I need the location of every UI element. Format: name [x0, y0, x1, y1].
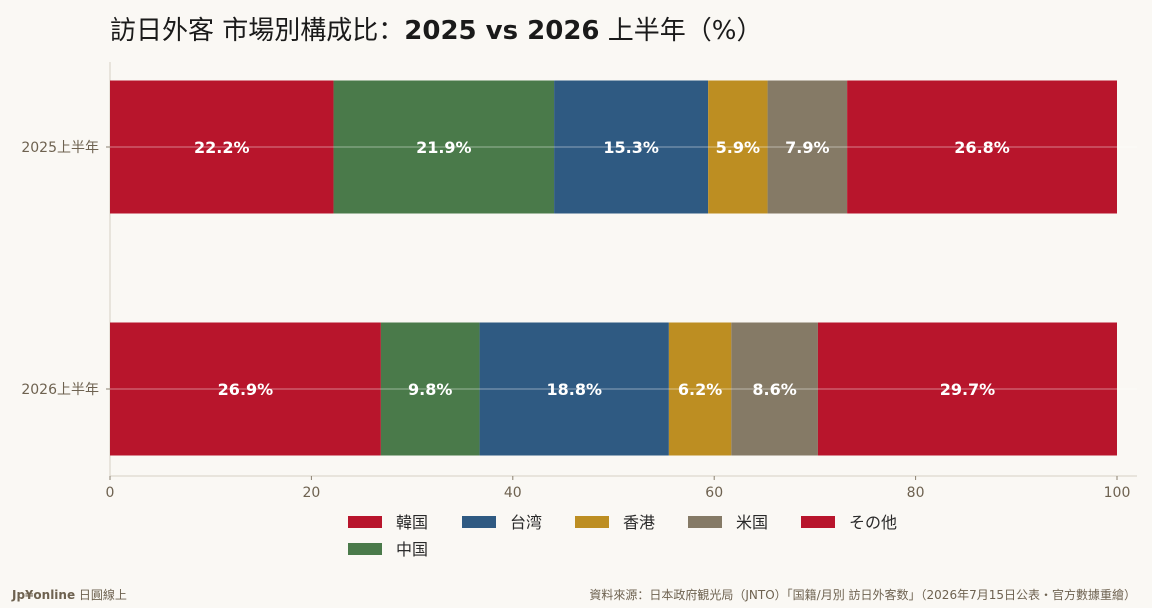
x-tick-label: 60 [705, 485, 723, 501]
legend-label: 香港 [623, 513, 655, 532]
legend-label: 台湾 [510, 513, 542, 532]
stacked-bar-chart: 22.2% 21.9% 15.3% 5.9% 7.9% 26.8% 2025上半年 26.9%… [21, 62, 1137, 559]
legend-swatch [688, 516, 722, 528]
source-note: 資料來源：日本政府観光局（JNTO）「国籍/月別 訪日外客数」（2026年7月1… [589, 588, 1136, 602]
data-label: 22.2% [194, 138, 250, 157]
data-label: 6.2% [678, 380, 722, 399]
data-label: 26.8% [954, 138, 1010, 157]
data-label: 7.9% [785, 138, 829, 157]
legend-item: その他 [801, 513, 897, 532]
x-tick-label: 0 [106, 485, 115, 501]
x-tick-label: 40 [504, 485, 522, 501]
bar-segment [668, 322, 732, 456]
legend-swatch [575, 516, 609, 528]
bar-segment [110, 322, 381, 456]
legend-swatch [348, 516, 382, 528]
bar-segment [731, 322, 818, 456]
chart-title: 訪日外客 市場別構成比：2025 vs 2026 上半年（%） [110, 10, 763, 47]
legend-item: 台湾 [462, 513, 542, 532]
title-prefix: 訪日外客 市場別構成比： [110, 16, 405, 46]
legend-label: その他 [849, 513, 897, 532]
bar-segment [767, 80, 848, 214]
data-label: 9.8% [408, 380, 452, 399]
bar-segment [333, 80, 555, 214]
legend-label: 中国 [396, 540, 428, 559]
data-label: 21.9% [416, 138, 472, 157]
title-suffix: 上半年（%） [599, 16, 763, 46]
bar-segment [817, 322, 1117, 456]
legend-label: 米国 [736, 513, 768, 532]
bar-segment [847, 80, 1117, 214]
legend-swatch [801, 516, 835, 528]
data-label: 5.9% [716, 138, 760, 157]
bar-segment [479, 322, 669, 456]
brand-name: Jp¥online [12, 588, 76, 602]
legend-item: 中国 [348, 540, 428, 559]
data-label: 15.3% [603, 138, 659, 157]
data-label: 18.8% [546, 380, 602, 399]
bar-segment [554, 80, 709, 214]
x-tick-label: 20 [302, 485, 320, 501]
legend-label: 韓国 [396, 513, 428, 532]
legend-swatch [462, 516, 496, 528]
bar-segment [380, 322, 480, 456]
x-tick-label: 80 [907, 485, 925, 501]
data-label: 29.7% [940, 380, 996, 399]
title-years: 2025 vs 2026 [404, 16, 600, 46]
bar-segment [110, 80, 334, 214]
data-label: 8.6% [752, 380, 796, 399]
legend-item: 韓国 [348, 513, 428, 532]
y-tick-label: 2026上半年 [21, 382, 99, 398]
brand-subtitle: 日圓線上 [75, 588, 127, 602]
legend-item: 香港 [575, 513, 655, 532]
data-label: 26.9% [218, 380, 274, 399]
brand-footer: Jp¥online 日圓線上 [12, 586, 127, 603]
legend-item: 米国 [688, 513, 768, 532]
x-tick-label: 100 [1104, 485, 1131, 501]
legend-swatch [348, 543, 382, 555]
y-tick-label: 2025上半年 [21, 140, 99, 156]
bar-segment [708, 80, 768, 214]
